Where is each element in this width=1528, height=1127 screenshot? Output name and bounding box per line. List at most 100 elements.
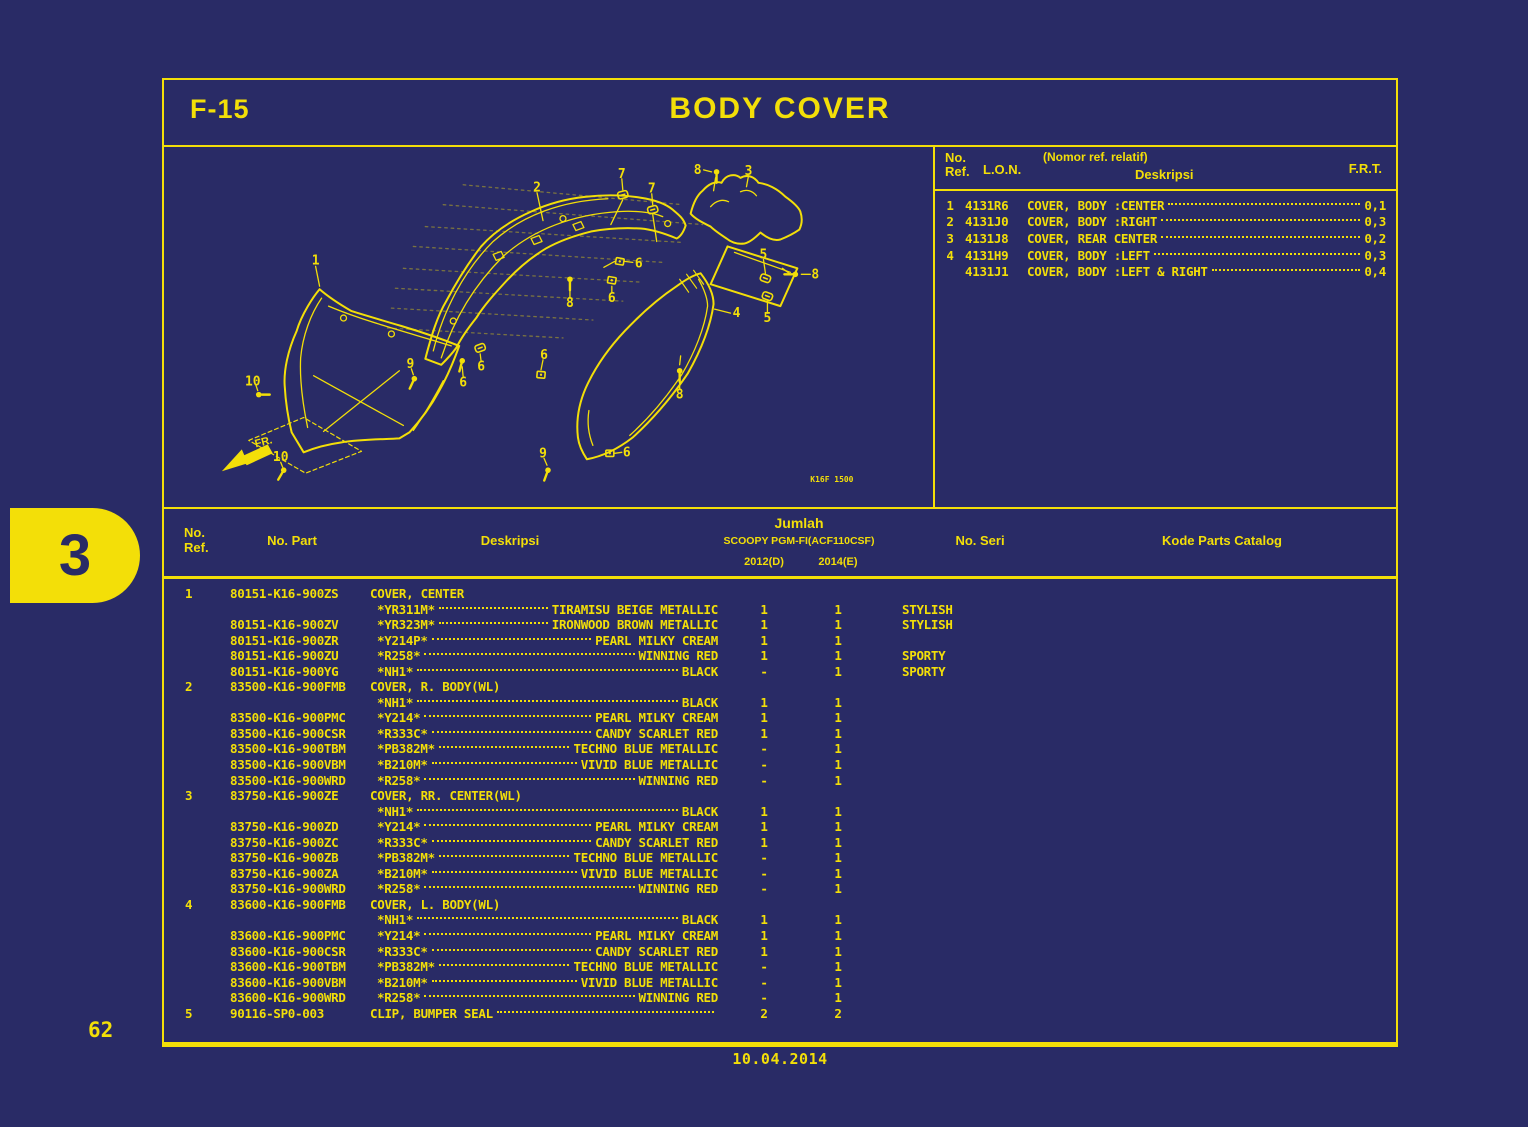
qty-2012: 1 — [760, 803, 768, 819]
color-name: BLACK — [681, 803, 718, 819]
qty-2014: 1 — [834, 772, 842, 788]
ref-no: 4 — [946, 247, 954, 263]
parts-table-row: 83600-K16-900TBM *PB382M* TECHNO BLUE META… — [164, 959, 1396, 975]
nut-icon — [606, 275, 617, 285]
parts-table-row: 2 83500-K16-900FMB COVER, R. BODY(WL) — [164, 679, 1396, 695]
ref-table-row: 3 4131J8 COVER, REAR CENTER 0,2 — [935, 230, 1396, 247]
clip-icon — [761, 291, 774, 302]
qty-2014: 1 — [834, 803, 842, 819]
color-code: *R258* — [377, 990, 421, 1006]
color-name: PEARL MILKY CREAM — [595, 632, 718, 648]
leader-line — [745, 175, 750, 188]
part-number: 80151-K16-900ZS — [230, 586, 339, 601]
parts-header-deskripsi: Deskripsi — [480, 533, 540, 548]
part-description: *NH1* BLACK — [370, 695, 718, 710]
description-text: COVER, CENTER — [370, 586, 464, 601]
description-text: COVER, R. BODY(WL) — [370, 679, 501, 695]
parts-table-row: 83600-K16-900PMC *Y214* PEARL MILKY CREAM 1… — [164, 928, 1396, 944]
ref-lon: 4131R6 — [965, 197, 1009, 213]
part-description: *B210M* VIVID BLUE METALLIC — [370, 866, 718, 881]
ref-header-deskripsi: Deskripsi — [1135, 167, 1194, 182]
qty-2014: 1 — [834, 928, 842, 944]
bolt-icon — [783, 271, 799, 278]
part-description: *Y214* PEARL MILKY CREAM — [370, 928, 718, 943]
qty-2012: 1 — [760, 928, 768, 944]
parts-table-row: 83750-K16-900WRD *R258* WINNING RED - 1 — [164, 881, 1396, 897]
parts-table-row: 83600-K16-900CSR *R333C* CANDY SCARLET RED… — [164, 944, 1396, 960]
qty-2014: 1 — [834, 725, 842, 741]
callout-number: 5 — [764, 311, 772, 326]
parts-table-row: 5 90116-SP0-003 CLIP, BUMPER SEAL 2 2 — [164, 1006, 1396, 1022]
color-code: *NH1* — [377, 912, 414, 928]
dot-leader — [1161, 219, 1361, 222]
part-description: *R333C* CANDY SCARLET RED — [370, 726, 718, 741]
dot-leader — [417, 917, 678, 920]
parts-header-no-part: No. Part — [267, 533, 317, 548]
bolt-icon — [408, 375, 418, 390]
parts-table-row: 83750-K16-900ZA *B210M* VIVID BLUE METALLI… — [164, 866, 1396, 882]
dot-leader — [438, 746, 570, 749]
color-code: *B210M* — [377, 757, 428, 773]
leader-line — [410, 368, 414, 376]
nut-icon — [605, 449, 615, 458]
ref-table-row: 4 4131H9 COVER, BODY :LEFT 0,3 — [935, 247, 1396, 264]
page-title: BODY COVER — [669, 92, 891, 125]
parts-table-header: No. Ref. No. Part Deskripsi Jumlah SCOOP… — [164, 509, 1396, 579]
parts-table-row: 83750-K16-900ZD *Y214* PEARL MILKY CREAM 1 1 — [164, 819, 1396, 835]
part-description: *R333C* CANDY SCARLET RED — [370, 944, 718, 959]
part-description: *B210M* VIVID BLUE METALLIC — [370, 975, 718, 990]
series-name: SPORTY — [902, 663, 946, 679]
part-description: *Y214P* PEARL MILKY CREAM — [370, 633, 718, 648]
dot-leader — [424, 824, 592, 827]
leader-line — [280, 461, 284, 468]
part-description: *NH1* BLACK — [370, 664, 718, 679]
qty-2014: 1 — [834, 694, 842, 710]
qty-2014: 1 — [834, 663, 842, 679]
parts-table-row: 83600-K16-900WRD *R258* WINNING RED - 1 — [164, 990, 1396, 1006]
color-code: *Y214* — [377, 928, 421, 944]
part-description: *NH1* BLACK — [370, 804, 718, 819]
ref-desc-text: COVER, BODY :RIGHT — [1027, 214, 1158, 230]
dot-leader — [424, 933, 592, 936]
parts-table-row: 80151-K16-900ZU *R258* WINNING RED 1 1 SPORTY — [164, 648, 1396, 664]
leader-line — [679, 355, 682, 366]
callout-number: 6 — [608, 291, 616, 306]
qty-2014: 1 — [834, 757, 842, 773]
leader-line — [536, 192, 544, 222]
ref-desc-text: COVER, BODY :LEFT & RIGHT — [1027, 264, 1208, 280]
bolt-icon — [713, 169, 720, 184]
qty-2012: 1 — [760, 819, 768, 835]
reference-table-panel: No. Ref. L.O.N. (Nomor ref. relatif) Des… — [935, 147, 1396, 507]
qty-2012: 1 — [760, 725, 768, 741]
color-name: WINNING RED — [638, 648, 719, 664]
reference-table-header: No. Ref. L.O.N. (Nomor ref. relatif) Des… — [935, 147, 1396, 191]
color-name: WINNING RED — [638, 772, 719, 788]
part-description: *R258* WINNING RED — [370, 990, 718, 1005]
qty-2014: 1 — [834, 881, 842, 897]
parts-table-row: 83500-K16-900TBM *PB382M* TECHNO BLUE META… — [164, 741, 1396, 757]
leader-line — [543, 457, 548, 466]
leader-line — [762, 258, 767, 274]
qty-2012: - — [760, 757, 768, 773]
fr-direction-arrow: FR. — [221, 434, 274, 472]
parts-table-row: 83750-K16-900ZC *R333C* CANDY SCARLET RED 1… — [164, 835, 1396, 851]
ref-lon: 4131J0 — [965, 214, 1009, 230]
series-name: SPORTY — [902, 648, 946, 664]
qty-2012: - — [760, 959, 768, 975]
color-name: WINNING RED — [638, 990, 719, 1006]
dot-leader — [424, 715, 592, 718]
qty-2012: 1 — [760, 617, 768, 633]
color-code: *NH1* — [377, 803, 414, 819]
description-text: CLIP, BUMPER SEAL — [370, 1005, 493, 1021]
part-number: 83750-K16-900WRD — [230, 881, 346, 897]
dot-leader — [438, 622, 548, 625]
qty-2012: - — [760, 663, 768, 679]
dot-leader — [438, 964, 570, 967]
ref-desc: COVER, BODY :LEFT & RIGHT 0,4 — [1027, 264, 1386, 279]
clip-icon — [474, 342, 487, 353]
dot-leader — [496, 1010, 714, 1013]
part-description: *NH1* BLACK — [370, 912, 718, 927]
color-code: *Y214* — [377, 710, 421, 726]
color-code: *PB382M* — [377, 959, 435, 975]
